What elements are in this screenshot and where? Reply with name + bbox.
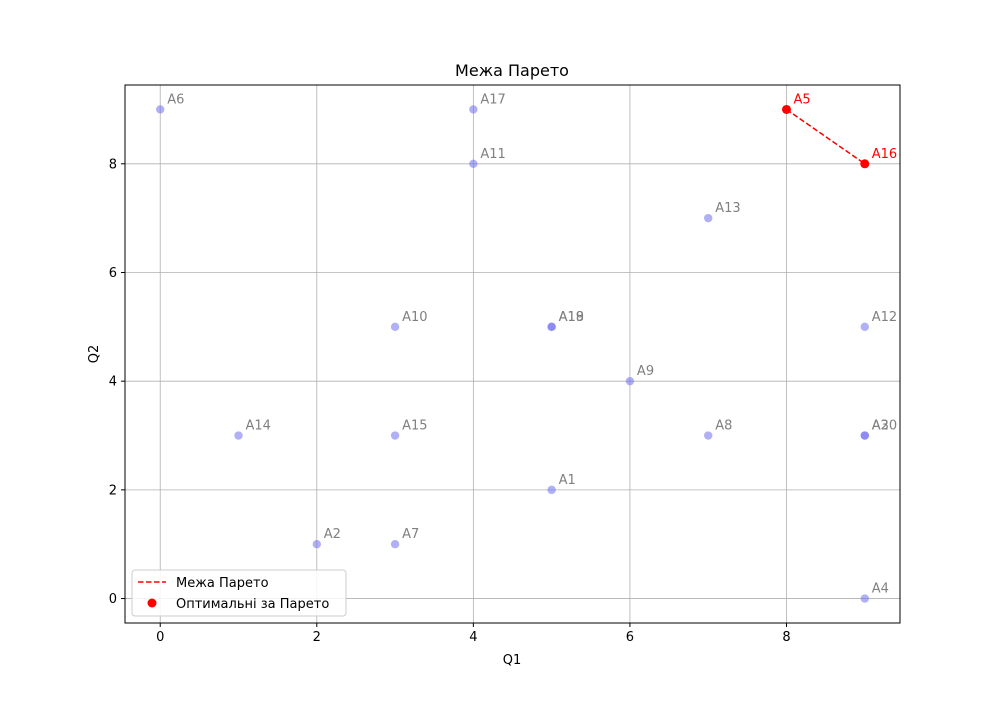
data-point (312, 540, 321, 549)
point-label: A3 (872, 419, 889, 434)
x-tick-label: 0 (156, 630, 164, 645)
points-layer (156, 104, 870, 603)
point-label: A18 (559, 310, 584, 325)
data-point (625, 376, 635, 386)
x-tick-label: 2 (313, 630, 321, 645)
data-point (704, 431, 713, 440)
data-point (390, 431, 400, 440)
point-label: A15 (402, 419, 427, 434)
y-tick-label: 4 (109, 375, 117, 390)
point-label: A16 (872, 147, 897, 162)
chart-title: Межа Парето (455, 61, 569, 80)
point-label: A8 (715, 419, 732, 434)
x-axis-title: Q1 (503, 653, 522, 668)
grid (125, 85, 900, 623)
point-label: A12 (872, 310, 897, 325)
plot-frame (124, 84, 901, 624)
point-label: A4 (872, 582, 889, 597)
data-point (860, 594, 869, 603)
point-label: A10 (402, 310, 427, 325)
x-tick-label: 4 (469, 630, 477, 645)
point-label: A6 (167, 92, 184, 107)
x-tick-label: 8 (782, 630, 790, 645)
point-label: A1 (559, 473, 576, 488)
y-tick-label: 2 (109, 483, 117, 498)
legend-box (131, 569, 347, 617)
data-point (234, 431, 243, 440)
axis-ticks: 0 2 4 6 8 0 2 4 6 8 (109, 157, 791, 645)
point-label: A19 (559, 310, 584, 325)
point-label: A7 (402, 527, 419, 542)
data-point (704, 213, 713, 223)
y-axis-title: Q2 (87, 345, 102, 364)
legend-label-optimal: Оптимальні за Парето (176, 597, 329, 612)
point-label: A9 (637, 364, 654, 379)
point-label: A20 (872, 419, 897, 434)
pareto-point (781, 104, 791, 114)
point-label: A13 (715, 201, 740, 216)
data-point (547, 322, 556, 332)
data-point (860, 431, 869, 440)
y-tick-label: 0 (109, 592, 117, 607)
point-label: A11 (480, 147, 505, 162)
y-tick-label: 8 (109, 157, 117, 172)
data-point (390, 322, 400, 332)
point-label: A17 (480, 92, 505, 107)
point-label: A14 (246, 419, 271, 434)
point-label: A5 (793, 92, 810, 107)
point-label: A2 (324, 527, 341, 542)
pareto-point (860, 159, 870, 169)
data-point (469, 159, 478, 168)
pareto-front-line (786, 108, 866, 165)
data-point (390, 540, 400, 549)
x-tick-label: 6 (626, 630, 634, 645)
data-point (860, 322, 869, 332)
y-tick-label: 6 (109, 266, 117, 281)
data-point (156, 105, 165, 114)
pareto-front-path (786, 108, 866, 165)
legend: Межа Парето Оптимальні за Парето (131, 569, 347, 617)
legend-marker-swatch (147, 598, 157, 608)
legend-label-front: Межа Парето (176, 576, 269, 591)
point-labels: A1 A2 A3 A4 A5 A6 A7 A8 A9 A10 A11 A12 A13 A14 A15 A16 A… (167, 92, 897, 596)
data-point (547, 485, 556, 495)
data-point (469, 105, 478, 114)
